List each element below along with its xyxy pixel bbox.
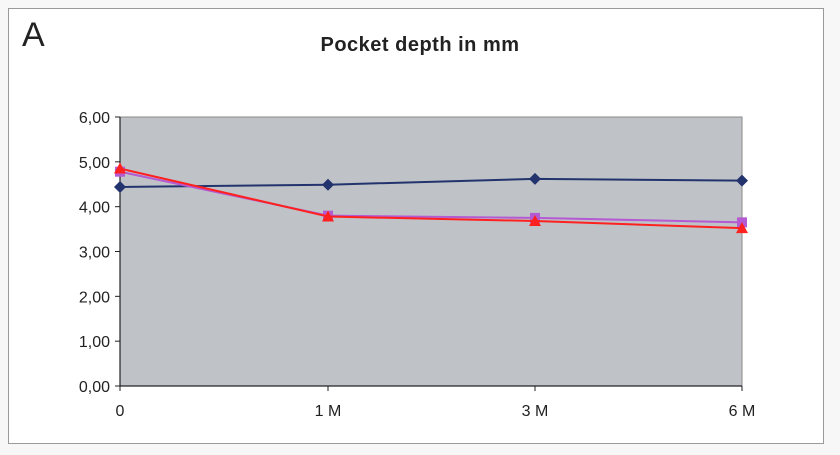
series-line [119,170,743,224]
series-line [119,177,743,188]
diamond-point [114,180,126,193]
triangle-point [736,222,748,234]
y-tick-label: 6,00 [79,110,110,127]
triangle-point [529,215,541,227]
y-tick-label: 1,00 [79,334,110,351]
x-tick-label: 1 M [315,403,342,420]
x-axis-ticks: 0 1 M 3 M 6 M [116,386,756,420]
panel-label: A [22,16,45,54]
diamond-point [736,174,748,187]
chart-title: Pocket depth in mm [320,34,520,56]
y-tick-label: 5,00 [79,155,110,172]
diamond-point [322,178,334,191]
triangle-point [114,162,126,174]
series-line [119,167,743,230]
series-1 [114,172,748,193]
triangle-point [322,210,334,222]
y-tick-label: 4,00 [79,200,110,217]
y-tick-label: 0,00 [79,379,110,396]
y-tick-label: 2,00 [79,289,110,306]
x-tick-label: 3 M [522,403,549,420]
series-3 [114,162,748,234]
x-tick-label: 0 [116,403,125,420]
y-tick-label: 3,00 [79,245,110,262]
x-tick-label: 6 M [729,403,756,420]
series-group [114,162,748,234]
diamond-point [529,172,541,185]
plot-area [119,116,743,387]
y-axis-ticks: 0,00 1,00 2,00 3,00 4,00 5,00 6,00 [79,110,120,396]
